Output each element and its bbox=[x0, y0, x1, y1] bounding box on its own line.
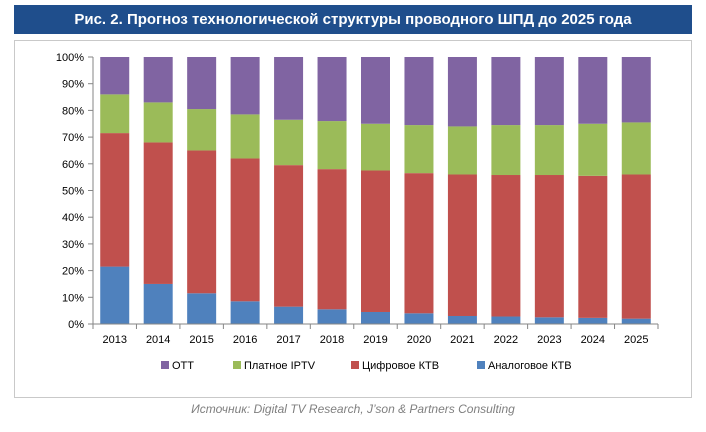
bar-segment bbox=[534, 57, 564, 126]
bar-segment bbox=[578, 57, 608, 124]
legend-label: Аналоговое КТВ bbox=[488, 360, 572, 372]
bar-segment bbox=[621, 57, 651, 123]
x-tick-label: 2020 bbox=[407, 334, 431, 346]
x-tick-label: 2014 bbox=[146, 334, 170, 346]
bar-segment bbox=[578, 317, 608, 324]
source-note: Источник: Digital TV Research, J’son & P… bbox=[191, 402, 515, 416]
bar-segment bbox=[491, 175, 521, 317]
bar-segment bbox=[143, 57, 173, 103]
bar-segment bbox=[491, 125, 521, 176]
bar-segment bbox=[491, 316, 521, 324]
y-tick-label: 70% bbox=[62, 132, 84, 144]
legend-swatch bbox=[233, 361, 241, 369]
bar-segment bbox=[187, 150, 217, 294]
bar-segment bbox=[361, 123, 390, 171]
y-tick-label: 0% bbox=[68, 319, 84, 331]
chart-frame: 0% 10% 20% 30% 40% 50% 60% 70% 80% 90% 100% 2013 201… bbox=[14, 40, 692, 398]
x-tick-label: 2018 bbox=[320, 334, 344, 346]
bar-segment bbox=[274, 119, 304, 166]
bar-segment bbox=[100, 94, 130, 134]
x-tick-label: 2017 bbox=[276, 334, 300, 346]
bar-segment bbox=[100, 57, 130, 95]
legend-label: Платное IPTV bbox=[244, 360, 316, 372]
bar-segment bbox=[230, 114, 260, 159]
bar-segment bbox=[361, 57, 390, 124]
bar-segment bbox=[404, 173, 434, 314]
chart-title: Рис. 2. Прогноз технологической структур… bbox=[14, 5, 692, 34]
bar-segment bbox=[404, 125, 434, 174]
legend-label: OTT bbox=[172, 360, 194, 372]
bar-segment bbox=[317, 309, 347, 324]
y-tick-label: 50% bbox=[62, 186, 84, 198]
bar-segment bbox=[578, 175, 608, 318]
stacked-bar-chart: 0% 10% 20% 30% 40% 50% 60% 70% 80% 90% 100% 2013 201… bbox=[56, 52, 659, 372]
y-tick-label: 20% bbox=[62, 266, 84, 278]
bar-segment bbox=[578, 123, 608, 176]
bar-segment bbox=[230, 301, 260, 324]
x-tick-label: 2025 bbox=[624, 334, 648, 346]
legend-label: Цифровое КТВ bbox=[362, 360, 439, 372]
bar-segment bbox=[187, 109, 217, 151]
x-tick-label: 2022 bbox=[494, 334, 518, 346]
y-tick-label: 60% bbox=[62, 159, 84, 171]
bar-segment bbox=[404, 313, 434, 324]
x-tick-label: 2021 bbox=[450, 334, 474, 346]
bar-segment bbox=[491, 57, 521, 126]
bar-segment bbox=[447, 57, 477, 127]
y-tick-label: 30% bbox=[62, 239, 84, 251]
bar-segment bbox=[317, 169, 347, 310]
x-tick-label: 2023 bbox=[537, 334, 561, 346]
legend-swatch bbox=[477, 361, 485, 369]
bar-segment bbox=[361, 170, 390, 312]
bar-segment bbox=[404, 57, 434, 126]
y-tick-label: 10% bbox=[62, 292, 84, 304]
bar-segment bbox=[317, 121, 347, 170]
x-tick-label: 2015 bbox=[189, 334, 213, 346]
y-tick-label: 100% bbox=[56, 52, 84, 64]
bar-segment bbox=[274, 306, 304, 324]
bar-segment bbox=[534, 317, 564, 324]
bar-segment bbox=[143, 283, 173, 324]
bar-segment bbox=[621, 122, 651, 175]
bar-segment bbox=[100, 133, 130, 267]
bar-segment bbox=[534, 125, 564, 176]
y-tick-label: 40% bbox=[62, 212, 84, 224]
bar-segment bbox=[447, 315, 477, 324]
bar-segment bbox=[100, 266, 130, 324]
bar-segment bbox=[143, 142, 173, 284]
legend-swatch bbox=[161, 361, 169, 369]
legend-swatch bbox=[351, 361, 359, 369]
bar-segment bbox=[187, 57, 217, 110]
bar-segment bbox=[361, 311, 390, 324]
bar-segment bbox=[534, 175, 564, 318]
bar-segment bbox=[317, 57, 347, 122]
bar-segment bbox=[447, 126, 477, 175]
x-tick-label: 2016 bbox=[233, 334, 257, 346]
x-tick-label: 2013 bbox=[102, 334, 126, 346]
bar-segment bbox=[230, 57, 260, 115]
bar-segment bbox=[274, 165, 304, 307]
bar-segment bbox=[143, 102, 173, 143]
bar-segment bbox=[230, 158, 260, 302]
bar-segment bbox=[187, 293, 217, 324]
x-tick-label: 2019 bbox=[363, 334, 387, 346]
y-tick-label: 90% bbox=[62, 79, 84, 91]
bar-segment bbox=[621, 318, 651, 324]
bar-segment bbox=[621, 174, 651, 319]
bar-segment bbox=[274, 57, 304, 120]
bar-segment bbox=[447, 174, 477, 316]
x-tick-label: 2024 bbox=[581, 334, 605, 346]
y-tick-label: 80% bbox=[62, 105, 84, 117]
